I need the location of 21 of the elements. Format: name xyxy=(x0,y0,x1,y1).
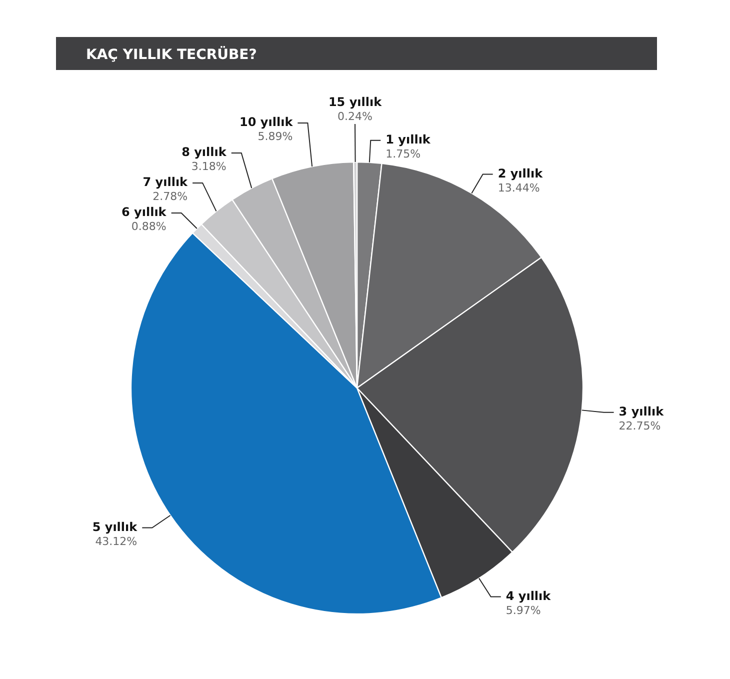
slice-label: 4 yıllık xyxy=(506,588,552,603)
slice-label: 15 yıllık xyxy=(328,95,383,110)
data-label: 1.75% xyxy=(386,147,421,160)
slice-label: 7 yıllık xyxy=(142,174,189,189)
slice-label: 2 yıllık xyxy=(498,166,544,180)
data-label: 22.75% xyxy=(618,419,661,432)
data-label: 2.78% xyxy=(152,190,188,203)
slice-label: 1 yıllık xyxy=(386,132,432,146)
data-label: 0.24% xyxy=(338,110,372,124)
chart-title: KAÇ YILLIK TECRÜBE? xyxy=(86,46,257,63)
data-label: 3.18% xyxy=(191,160,226,173)
slice-label: 5 yıllık xyxy=(92,520,138,534)
slice-label: 3 yıllık xyxy=(618,404,665,418)
data-label: 5.89% xyxy=(258,130,293,143)
slice-label: 10 yıllık xyxy=(240,114,294,129)
data-label: 43.12% xyxy=(95,534,138,548)
data-label: 13.44% xyxy=(498,181,540,194)
slice-label: 8 yıllık xyxy=(182,144,228,159)
slice-label: 6 yıllık xyxy=(122,204,168,219)
data-label: 5.97% xyxy=(506,604,541,617)
data-label: 0.88% xyxy=(131,220,166,233)
